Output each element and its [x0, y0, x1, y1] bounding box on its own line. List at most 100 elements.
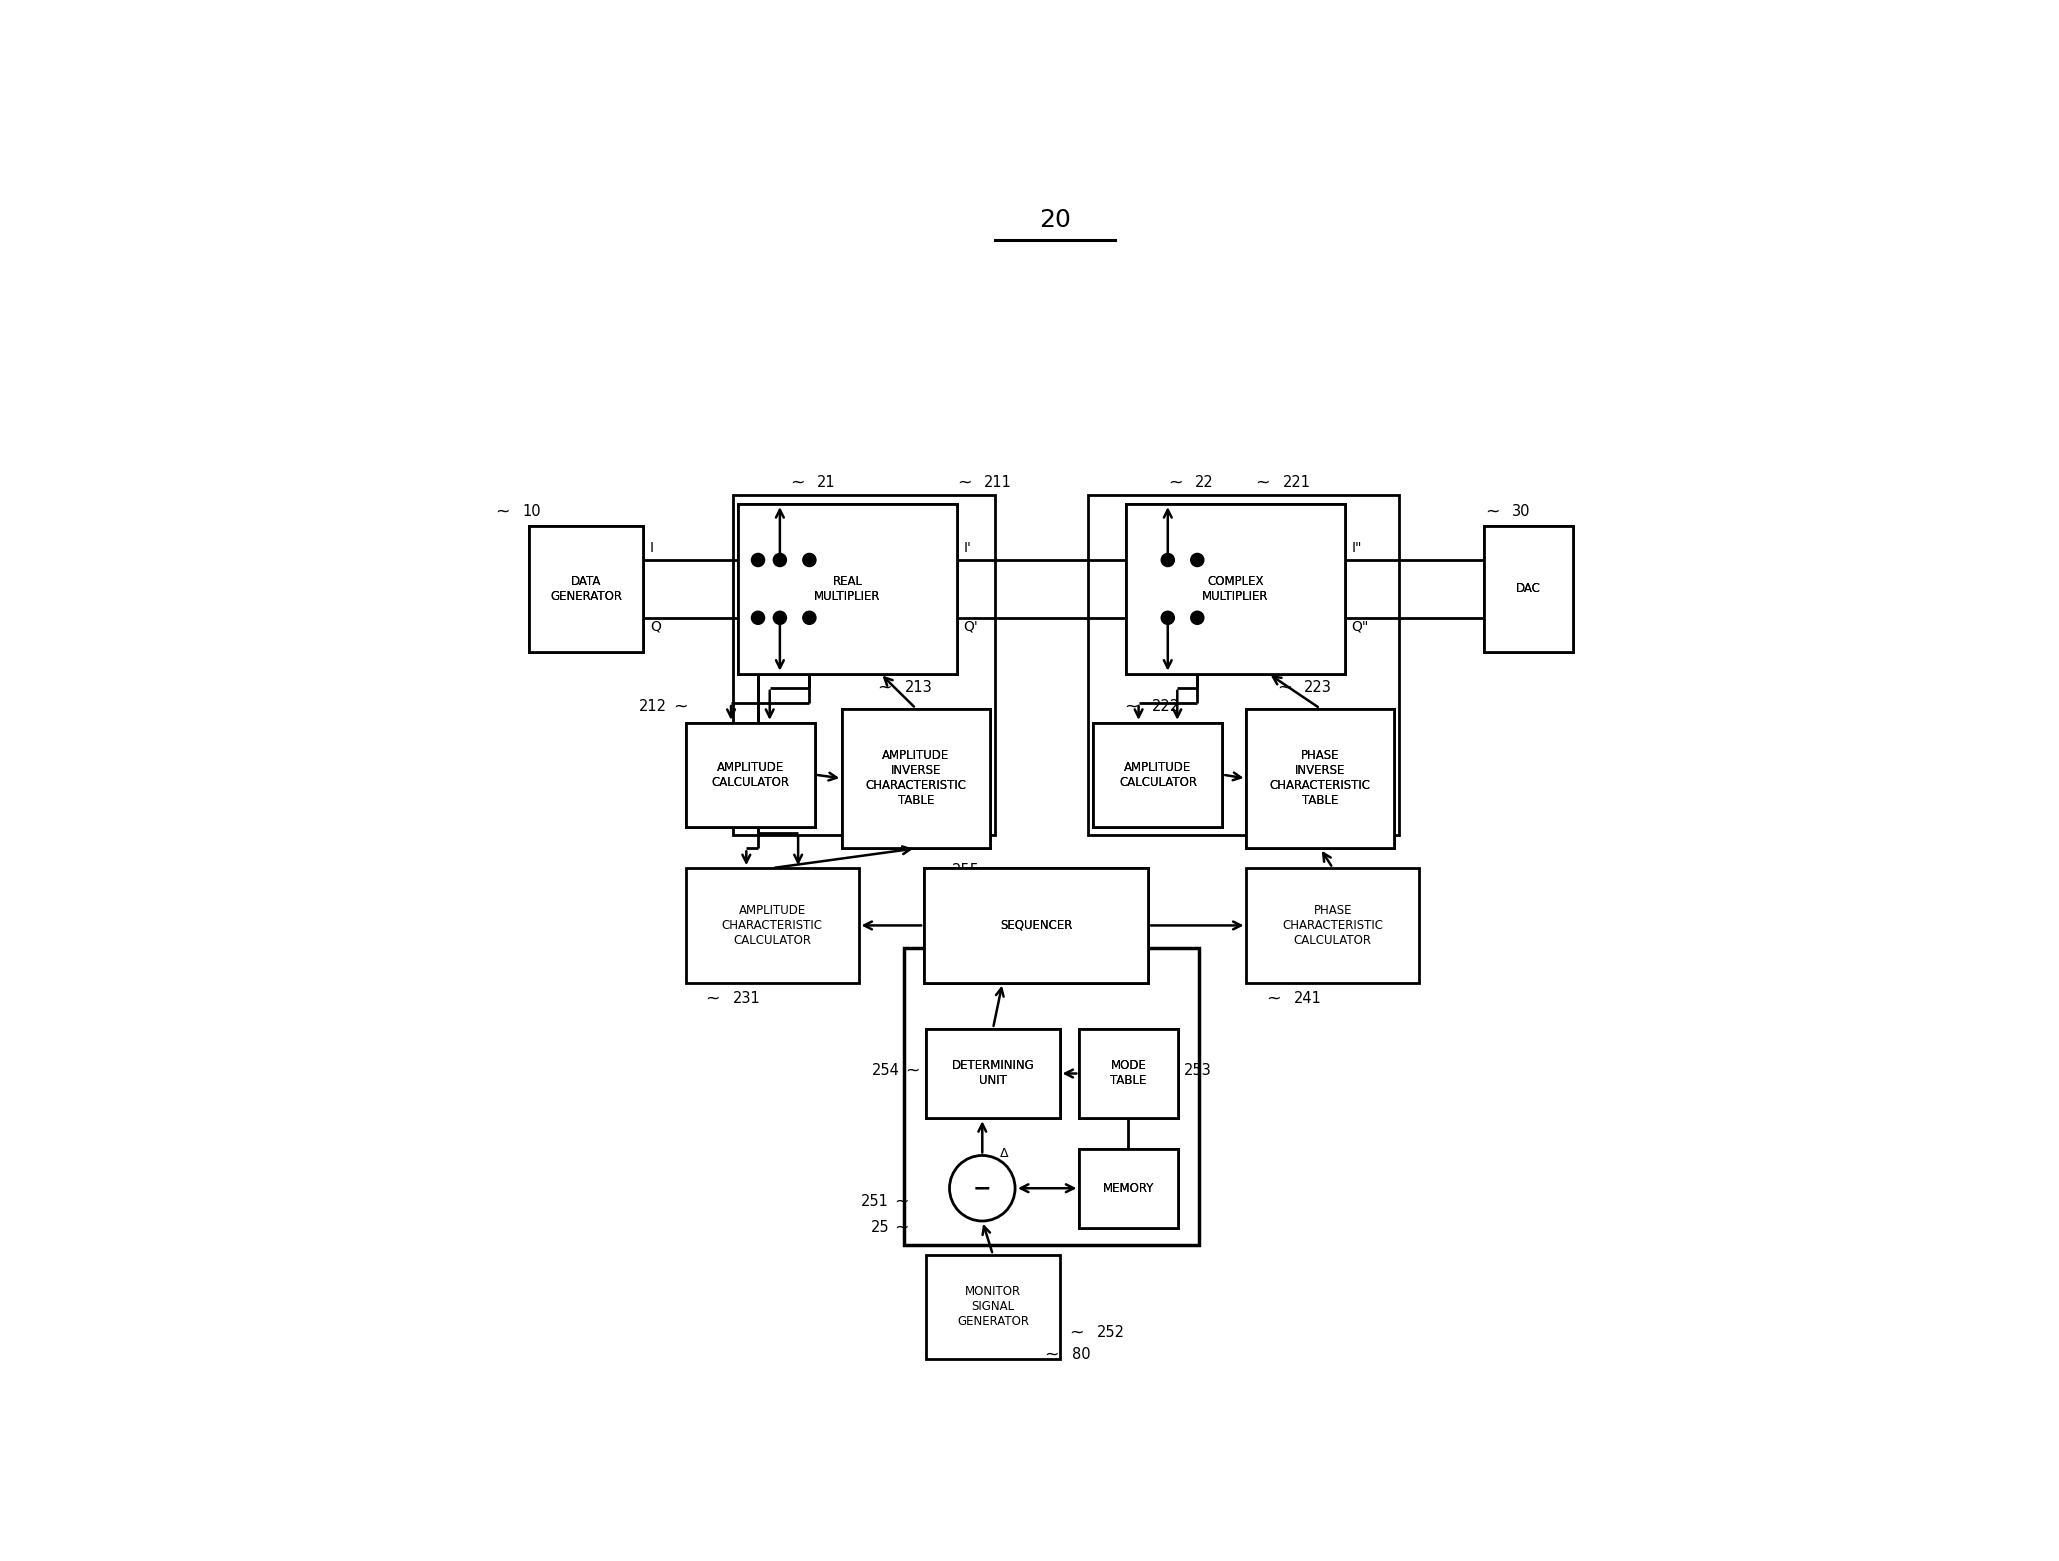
Bar	[1079, 1149, 1178, 1227]
Circle shape	[803, 612, 815, 624]
Text: COMPLEX
MULTIPLIER: COMPLEX MULTIPLIER	[1202, 574, 1268, 603]
Bar	[739, 504, 957, 674]
Circle shape	[1161, 554, 1174, 567]
Bar	[1079, 1029, 1178, 1118]
Text: COMPLEX
MULTIPLIER: COMPLEX MULTIPLIER	[1202, 574, 1268, 603]
Text: PHASE
CHARACTERISTIC
CALCULATOR: PHASE CHARACTERISTIC CALCULATOR	[1283, 904, 1384, 948]
Text: ~: ~	[906, 1061, 920, 1079]
Text: ~: ~	[1167, 473, 1182, 492]
Text: AMPLITUDE
INVERSE
CHARACTERISTIC
TABLE: AMPLITUDE INVERSE CHARACTERISTIC TABLE	[865, 749, 966, 807]
Bar	[1246, 868, 1419, 983]
Text: ~: ~	[1277, 679, 1291, 696]
Text: 231: 231	[733, 991, 760, 1005]
Text: Q': Q'	[964, 620, 978, 634]
Circle shape	[752, 554, 764, 567]
Text: 223: 223	[1303, 681, 1332, 695]
Text: 30: 30	[1511, 504, 1530, 520]
Bar	[686, 723, 815, 827]
Text: MODE
TABLE: MODE TABLE	[1110, 1060, 1147, 1088]
Text: 241: 241	[1293, 991, 1322, 1005]
Text: 212: 212	[640, 699, 667, 713]
Text: 221: 221	[1283, 475, 1310, 490]
Bar	[924, 868, 1149, 983]
Text: PHASE
INVERSE
CHARACTERISTIC
TABLE: PHASE INVERSE CHARACTERISTIC TABLE	[1270, 749, 1371, 807]
Circle shape	[774, 612, 787, 624]
Bar	[1485, 526, 1573, 652]
Text: SEQUENCER: SEQUENCER	[1001, 919, 1073, 932]
Text: AMPLITUDE
INVERSE
CHARACTERISTIC
TABLE: AMPLITUDE INVERSE CHARACTERISTIC TABLE	[865, 749, 966, 807]
Text: DATA
GENERATOR: DATA GENERATOR	[550, 574, 622, 603]
Bar	[739, 504, 957, 674]
Text: REAL
MULTIPLIER: REAL MULTIPLIER	[815, 574, 881, 603]
Text: REAL
MULTIPLIER: REAL MULTIPLIER	[815, 574, 881, 603]
Text: MEMORY: MEMORY	[1104, 1182, 1155, 1194]
Text: −: −	[974, 1179, 992, 1199]
Bar	[904, 948, 1200, 1246]
Text: ~: ~	[1266, 990, 1281, 1007]
Text: ~: ~	[1069, 1324, 1083, 1341]
Text: DAC: DAC	[1515, 582, 1540, 595]
Text: ~: ~	[791, 473, 805, 492]
Text: ~: ~	[877, 679, 892, 696]
Text: 253: 253	[1184, 1063, 1213, 1077]
Circle shape	[1190, 554, 1205, 567]
Text: 10: 10	[523, 504, 542, 520]
Text: AMPLITUDE
CALCULATOR: AMPLITUDE CALCULATOR	[710, 760, 789, 788]
Circle shape	[774, 554, 787, 567]
Bar	[927, 1029, 1060, 1118]
Text: MODE
TABLE: MODE TABLE	[1110, 1060, 1147, 1088]
Bar	[842, 709, 990, 849]
Bar	[1485, 526, 1573, 652]
Bar	[927, 1029, 1060, 1118]
Circle shape	[1190, 612, 1205, 624]
Bar	[1093, 723, 1223, 827]
Text: AMPLITUDE
CHARACTERISTIC
CALCULATOR: AMPLITUDE CHARACTERISTIC CALCULATOR	[723, 904, 824, 948]
Bar	[733, 495, 994, 835]
Text: DETERMINING
UNIT: DETERMINING UNIT	[951, 1060, 1034, 1088]
Bar	[1246, 709, 1394, 849]
Bar	[1246, 709, 1394, 849]
Text: DAC: DAC	[1515, 582, 1540, 595]
Text: MEMORY: MEMORY	[1104, 1182, 1155, 1194]
Text: 222: 222	[1151, 699, 1180, 713]
Text: SEQUENCER: SEQUENCER	[1001, 919, 1073, 932]
Text: 25: 25	[871, 1221, 889, 1235]
Text: 213: 213	[904, 681, 933, 695]
Text: ~: ~	[673, 698, 688, 715]
Text: I": I"	[1351, 542, 1361, 556]
Text: 252: 252	[1097, 1325, 1124, 1339]
Text: ~: ~	[1044, 1346, 1058, 1363]
Text: ~: ~	[494, 503, 509, 521]
Text: ~: ~	[706, 990, 721, 1007]
Circle shape	[803, 554, 815, 567]
Text: ~: ~	[957, 473, 972, 492]
Text: I: I	[651, 542, 655, 556]
Bar	[1079, 1029, 1178, 1118]
Text: AMPLITUDE
CALCULATOR: AMPLITUDE CALCULATOR	[1118, 760, 1196, 788]
Text: DATA
GENERATOR: DATA GENERATOR	[550, 574, 622, 603]
Text: 251: 251	[861, 1194, 889, 1208]
Circle shape	[752, 612, 764, 624]
Text: 254: 254	[873, 1063, 900, 1077]
Bar	[529, 526, 642, 652]
Text: ~: ~	[1124, 698, 1139, 715]
Bar	[924, 868, 1149, 983]
Text: ~: ~	[894, 1193, 910, 1210]
Bar	[842, 709, 990, 849]
Text: ~: ~	[1485, 503, 1499, 521]
Bar	[927, 1255, 1060, 1358]
Text: Q": Q"	[1351, 620, 1369, 634]
Bar	[1079, 1149, 1178, 1227]
Text: AMPLITUDE
CALCULATOR: AMPLITUDE CALCULATOR	[1118, 760, 1196, 788]
Bar	[1126, 504, 1345, 674]
Bar	[686, 868, 859, 983]
Bar	[1093, 723, 1223, 827]
Text: ~: ~	[894, 1219, 910, 1236]
Text: MONITOR
SIGNAL
GENERATOR: MONITOR SIGNAL GENERATOR	[957, 1285, 1030, 1328]
Text: Q: Q	[651, 620, 661, 634]
Text: AMPLITUDE
CALCULATOR: AMPLITUDE CALCULATOR	[710, 760, 789, 788]
Text: ~: ~	[1256, 473, 1270, 492]
Bar	[529, 526, 642, 652]
Text: 20: 20	[1040, 208, 1071, 233]
Text: 255: 255	[951, 863, 980, 877]
